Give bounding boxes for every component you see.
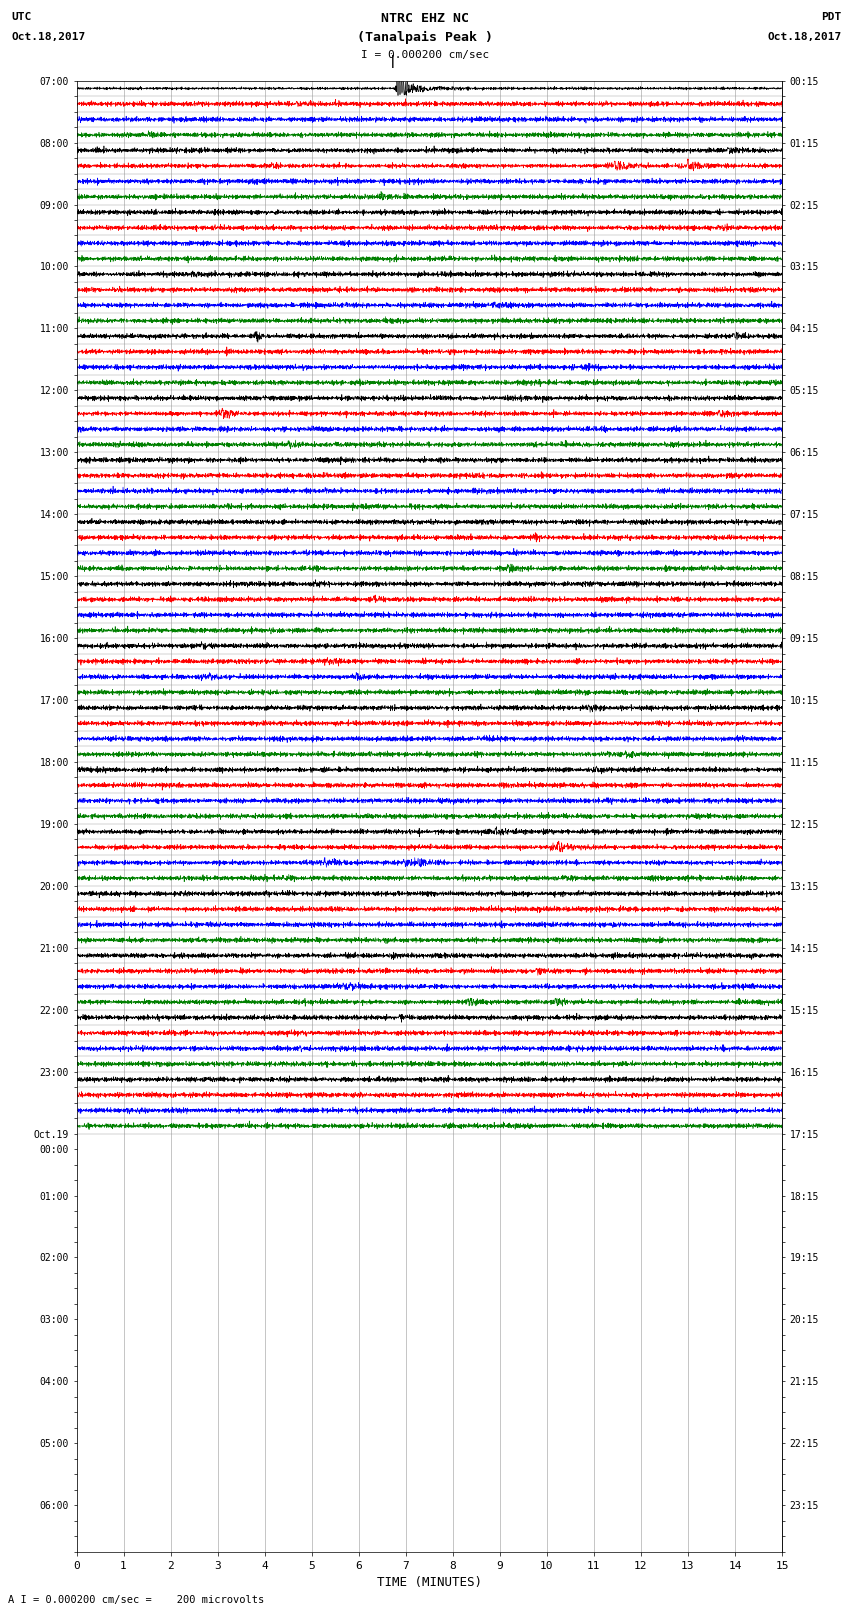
Text: (Tanalpais Peak ): (Tanalpais Peak ) — [357, 31, 493, 44]
Text: UTC: UTC — [11, 11, 31, 23]
Text: PDT: PDT — [822, 11, 842, 23]
X-axis label: TIME (MINUTES): TIME (MINUTES) — [377, 1576, 482, 1589]
Text: Oct.18,2017: Oct.18,2017 — [11, 32, 86, 42]
Text: NTRC EHZ NC: NTRC EHZ NC — [381, 11, 469, 26]
Text: A I = 0.000200 cm/sec =    200 microvolts: A I = 0.000200 cm/sec = 200 microvolts — [8, 1595, 264, 1605]
Text: Oct.18,2017: Oct.18,2017 — [768, 32, 842, 42]
Text: I = 0.000200 cm/sec: I = 0.000200 cm/sec — [361, 50, 489, 60]
Text: |: | — [389, 55, 396, 68]
